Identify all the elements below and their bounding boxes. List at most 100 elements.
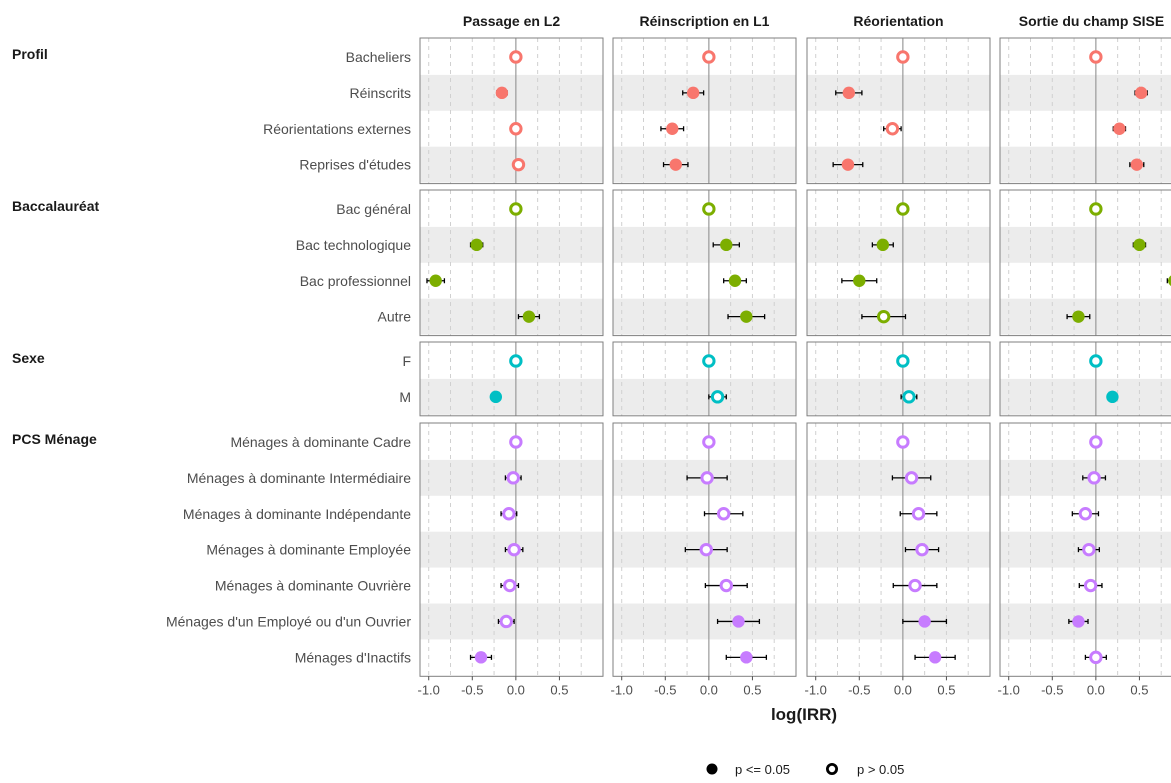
row-shade [807, 74, 990, 111]
point-nonsignificant [719, 578, 733, 593]
legend-filled-marker [706, 763, 718, 775]
point-significant [686, 86, 700, 100]
facet-title: Sortie du champ SISE [1019, 13, 1164, 29]
row-label: Bac général [336, 201, 411, 217]
facet-title: Passage en L2 [463, 13, 560, 29]
point-nonsignificant [915, 542, 929, 557]
point-significant [842, 86, 856, 100]
row-label: Bac professionnel [300, 273, 411, 289]
panel-border [999, 341, 1171, 417]
point-significant [669, 158, 682, 171]
point-significant [666, 122, 679, 135]
panel-border [612, 422, 797, 677]
point-significant [1072, 615, 1085, 628]
facet-title: Réinscription en L1 [640, 13, 770, 29]
group-label: PCS Ménage [12, 431, 97, 447]
point-nonsignificant [1089, 202, 1103, 216]
point-nonsignificant [1089, 650, 1103, 665]
point-significant [1106, 390, 1119, 404]
row-label: Ménages d'Inactifs [295, 649, 411, 665]
x-tick-label: -0.5 [654, 682, 676, 697]
row-shade [420, 74, 603, 111]
x-axis-title: log(IRR) [771, 705, 837, 724]
point-nonsignificant [1089, 354, 1103, 368]
row-label: Ménages à dominante Indépendante [183, 506, 411, 522]
point-nonsignificant [716, 507, 731, 521]
point-nonsignificant [702, 435, 716, 449]
point-nonsignificant [885, 122, 900, 136]
point-significant [1072, 310, 1085, 323]
point-significant [928, 651, 942, 664]
row-label: Ménages à dominante Cadre [230, 434, 411, 450]
point-significant [720, 238, 733, 252]
panel-border [806, 341, 991, 417]
x-tick-label: 0.0 [1087, 682, 1105, 697]
point-nonsignificant [699, 542, 713, 557]
point-significant [1133, 238, 1146, 252]
row-shade [1000, 378, 1171, 415]
panel-border [612, 37, 797, 185]
row-label: Réinscrits [350, 85, 411, 101]
point-nonsignificant [506, 471, 520, 485]
x-tick-label: 0.5 [1130, 682, 1148, 697]
row-label: Bac technologique [296, 237, 411, 253]
point-nonsignificant [511, 157, 526, 172]
point-nonsignificant [896, 435, 910, 449]
x-tick-label: 0.0 [894, 682, 912, 697]
row-label: Ménages d'un Employé ou d'un Ouvrier [166, 613, 411, 629]
point-significant [522, 310, 536, 323]
row-shade [420, 298, 603, 335]
point-nonsignificant [509, 122, 523, 136]
point-nonsignificant [896, 50, 910, 64]
point-significant [841, 158, 855, 171]
point-significant [732, 615, 745, 628]
row-label: F [402, 353, 411, 369]
point-nonsignificant [1082, 542, 1096, 557]
panel-border [999, 422, 1171, 677]
point-significant [495, 86, 509, 100]
panel-border [419, 189, 604, 337]
row-label: Autre [378, 309, 412, 325]
point-nonsignificant [1078, 507, 1093, 521]
legend-label: p > 0.05 [857, 762, 904, 777]
point-significant [918, 615, 931, 628]
x-tick-label: -1.0 [611, 682, 633, 697]
x-tick-label: 0.5 [743, 682, 761, 697]
point-nonsignificant [908, 578, 922, 593]
panel-border [612, 341, 797, 417]
point-significant [1168, 275, 1171, 287]
point-significant [1130, 158, 1144, 171]
point-nonsignificant [1087, 471, 1101, 485]
point-nonsignificant [1083, 578, 1098, 593]
point-significant [876, 238, 890, 252]
point-nonsignificant [702, 50, 716, 64]
row-label: Ménages à dominante Employée [206, 542, 411, 558]
row-shade [613, 378, 796, 415]
row-label: Ménages à dominante Ouvrière [215, 578, 411, 594]
point-significant [474, 651, 488, 664]
point-significant [1113, 122, 1126, 135]
row-shade [420, 226, 603, 263]
panel-border [419, 341, 604, 417]
point-nonsignificant [902, 390, 916, 404]
point-significant [470, 238, 483, 252]
point-nonsignificant [499, 614, 513, 629]
group-label: Profil [12, 46, 48, 62]
point-nonsignificant [896, 202, 910, 216]
point-nonsignificant [502, 507, 516, 521]
panel-border [999, 189, 1171, 337]
legend-hollow-marker [826, 763, 839, 776]
point-nonsignificant [896, 354, 910, 368]
panel-border [806, 422, 991, 677]
panel-border [612, 189, 797, 337]
row-shade [613, 603, 796, 640]
point-significant [853, 274, 866, 287]
point-nonsignificant [876, 309, 891, 324]
row-label: Bacheliers [346, 49, 411, 65]
x-tick-label: -1.0 [805, 682, 827, 697]
row-shade [613, 74, 796, 111]
point-nonsignificant [702, 354, 716, 368]
row-shade [420, 378, 603, 415]
